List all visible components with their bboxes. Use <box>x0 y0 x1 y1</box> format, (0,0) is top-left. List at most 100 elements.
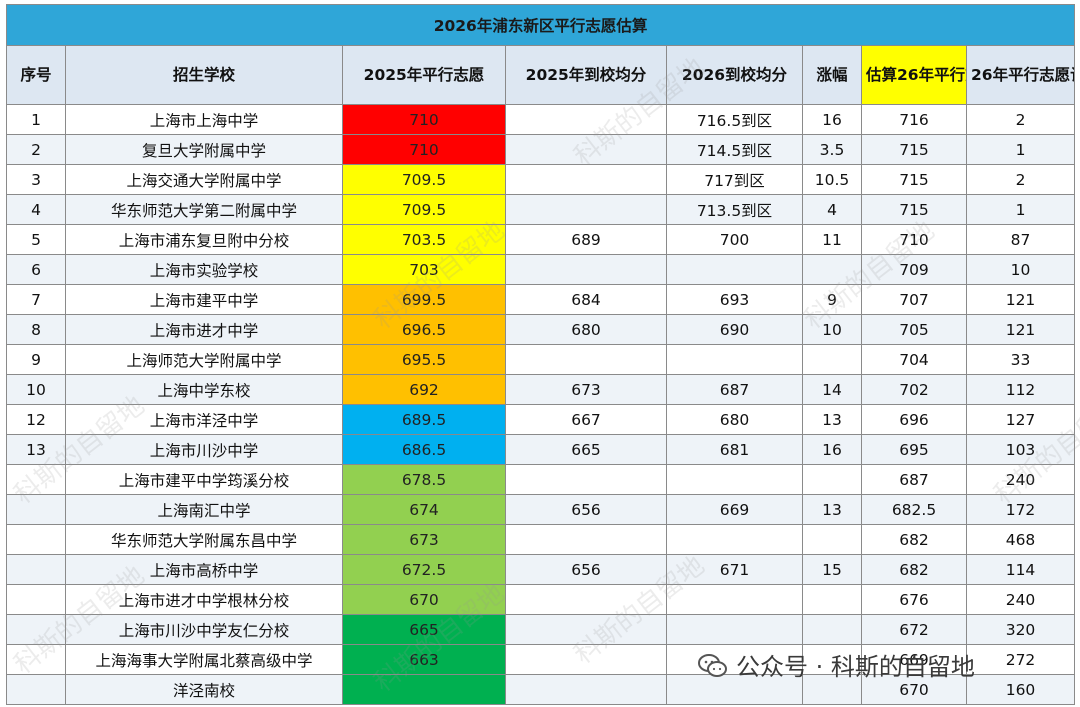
cell-rise: 9 <box>802 284 862 315</box>
cell-seq: 5 <box>6 224 66 255</box>
cell-avg2025: 667 <box>505 404 667 435</box>
cell-score2025: 673 <box>342 524 506 555</box>
cell-avg2025 <box>505 134 667 165</box>
cell-school: 上海南汇中学 <box>65 494 343 525</box>
footer-text: 公众号 · 科斯的自留地 <box>736 653 975 681</box>
cell-avg2026: 713.5到区 <box>666 194 803 225</box>
cell-rise: 11 <box>802 224 862 255</box>
table-row: 10 上海中学东校 692 673 687 14 702 112 <box>6 374 1076 405</box>
cell-school: 上海市上海中学 <box>65 104 343 135</box>
cell-est26: 672 <box>861 614 967 645</box>
header-school: 招生学校 <box>65 45 343 105</box>
cell-score2025: 710 <box>342 134 506 165</box>
score-table: 2026年浦东新区平行志愿估算 序号 招生学校 2025年平行志愿 2025年到… <box>5 4 1076 705</box>
cell-score2025: 692 <box>342 374 506 405</box>
cell-rise: 4 <box>802 194 862 225</box>
cell-seq <box>6 614 66 645</box>
cell-avg2025: 680 <box>505 314 667 345</box>
cell-plan26: 121 <box>965 284 1076 315</box>
cell-score2025: 699.5 <box>342 284 506 315</box>
cell-score2025: 703 <box>342 254 506 285</box>
cell-avg2025: 673 <box>505 374 667 405</box>
cell-school: 上海市浦东复旦附中分校 <box>65 224 343 255</box>
cell-school: 上海市进才中学 <box>65 314 343 345</box>
cell-avg2025: 665 <box>505 434 667 465</box>
cell-est26: 705 <box>861 314 967 345</box>
header-score2025: 2025年平行志愿 <box>342 45 506 105</box>
cell-avg2025 <box>505 644 667 675</box>
cell-rise: 13 <box>802 494 862 525</box>
cell-rise <box>802 674 862 705</box>
cell-seq: 8 <box>6 314 66 345</box>
cell-seq <box>6 584 66 615</box>
cell-plan26: 114 <box>965 554 1076 585</box>
table-row: 7 上海市建平中学 699.5 684 693 9 707 121 <box>6 284 1076 315</box>
cell-seq: 3 <box>6 164 66 195</box>
cell-avg2026: 717到区 <box>666 164 803 195</box>
cell-est26: 682.5 <box>861 494 967 525</box>
table-row: 3 上海交通大学附属中学 709.5 717到区 10.5 715 2 <box>6 164 1076 195</box>
cell-plan26: 160 <box>965 674 1076 705</box>
cell-school: 上海师范大学附属中学 <box>65 344 343 375</box>
cell-avg2026: 669 <box>666 494 803 525</box>
cell-score2025: 703.5 <box>342 224 506 255</box>
cell-score2025: 696.5 <box>342 314 506 345</box>
cell-score2025 <box>342 674 506 705</box>
cell-avg2026: 693 <box>666 284 803 315</box>
cell-rise: 3.5 <box>802 134 862 165</box>
cell-plan26: 87 <box>965 224 1076 255</box>
cell-plan26: 2 <box>965 164 1076 195</box>
cell-est26: 710 <box>861 224 967 255</box>
page-title: 2026年浦东新区平行志愿估算 <box>5 4 1076 46</box>
cell-school: 上海交通大学附属中学 <box>65 164 343 195</box>
table-row: 9 上海师范大学附属中学 695.5 704 33 <box>6 344 1076 375</box>
cell-est26: 715 <box>861 194 967 225</box>
cell-seq: 12 <box>6 404 66 435</box>
cell-school: 上海市建平中学筠溪分校 <box>65 464 343 495</box>
cell-school: 华东师范大学附属东昌中学 <box>65 524 343 555</box>
cell-school: 洋泾南校 <box>65 674 343 705</box>
wechat-icon <box>698 653 728 677</box>
cell-score2025: 709.5 <box>342 164 506 195</box>
cell-plan26: 240 <box>965 584 1076 615</box>
cell-rise: 16 <box>802 104 862 135</box>
table-row: 2 复旦大学附属中学 710 714.5到区 3.5 715 1 <box>6 134 1076 165</box>
table-row: 12 上海市洋泾中学 689.5 667 680 13 696 127 <box>6 404 1076 435</box>
header-rise: 涨幅 <box>802 45 862 105</box>
cell-est26: 670 <box>861 674 967 705</box>
header-avg2026: 2026到校均分 <box>666 45 803 105</box>
header-plan26: 26年平行志愿计划数 <box>965 45 1076 105</box>
table-row: 上海市川沙中学友仁分校 665 672 320 <box>6 614 1076 645</box>
cell-plan26: 10 <box>965 254 1076 285</box>
header-seq: 序号 <box>6 45 66 105</box>
cell-score2025: 665 <box>342 614 506 645</box>
cell-score2025: 689.5 <box>342 404 506 435</box>
cell-plan26: 33 <box>965 344 1076 375</box>
cell-score2025: 672.5 <box>342 554 506 585</box>
cell-seq: 4 <box>6 194 66 225</box>
cell-avg2026: 716.5到区 <box>666 104 803 135</box>
cell-avg2026: 681 <box>666 434 803 465</box>
cell-avg2026 <box>666 344 803 375</box>
cell-avg2026 <box>666 614 803 645</box>
table-row: 上海南汇中学 674 656 669 13 682.5 172 <box>6 494 1076 525</box>
cell-avg2025: 656 <box>505 494 667 525</box>
cell-plan26: 103 <box>965 434 1076 465</box>
cell-avg2025 <box>505 674 667 705</box>
cell-avg2026: 671 <box>666 554 803 585</box>
cell-avg2026 <box>666 464 803 495</box>
cell-rise <box>802 344 862 375</box>
cell-score2025: 709.5 <box>342 194 506 225</box>
cell-est26: 707 <box>861 284 967 315</box>
cell-est26: 704 <box>861 344 967 375</box>
table-row: 6 上海市实验学校 703 709 10 <box>6 254 1076 285</box>
cell-school: 上海市川沙中学 <box>65 434 343 465</box>
cell-score2025: 670 <box>342 584 506 615</box>
cell-rise: 13 <box>802 404 862 435</box>
cell-school: 上海市建平中学 <box>65 284 343 315</box>
cell-avg2025: 684 <box>505 284 667 315</box>
cell-avg2026: 680 <box>666 404 803 435</box>
cell-avg2025 <box>505 464 667 495</box>
cell-seq: 2 <box>6 134 66 165</box>
cell-rise <box>802 464 862 495</box>
